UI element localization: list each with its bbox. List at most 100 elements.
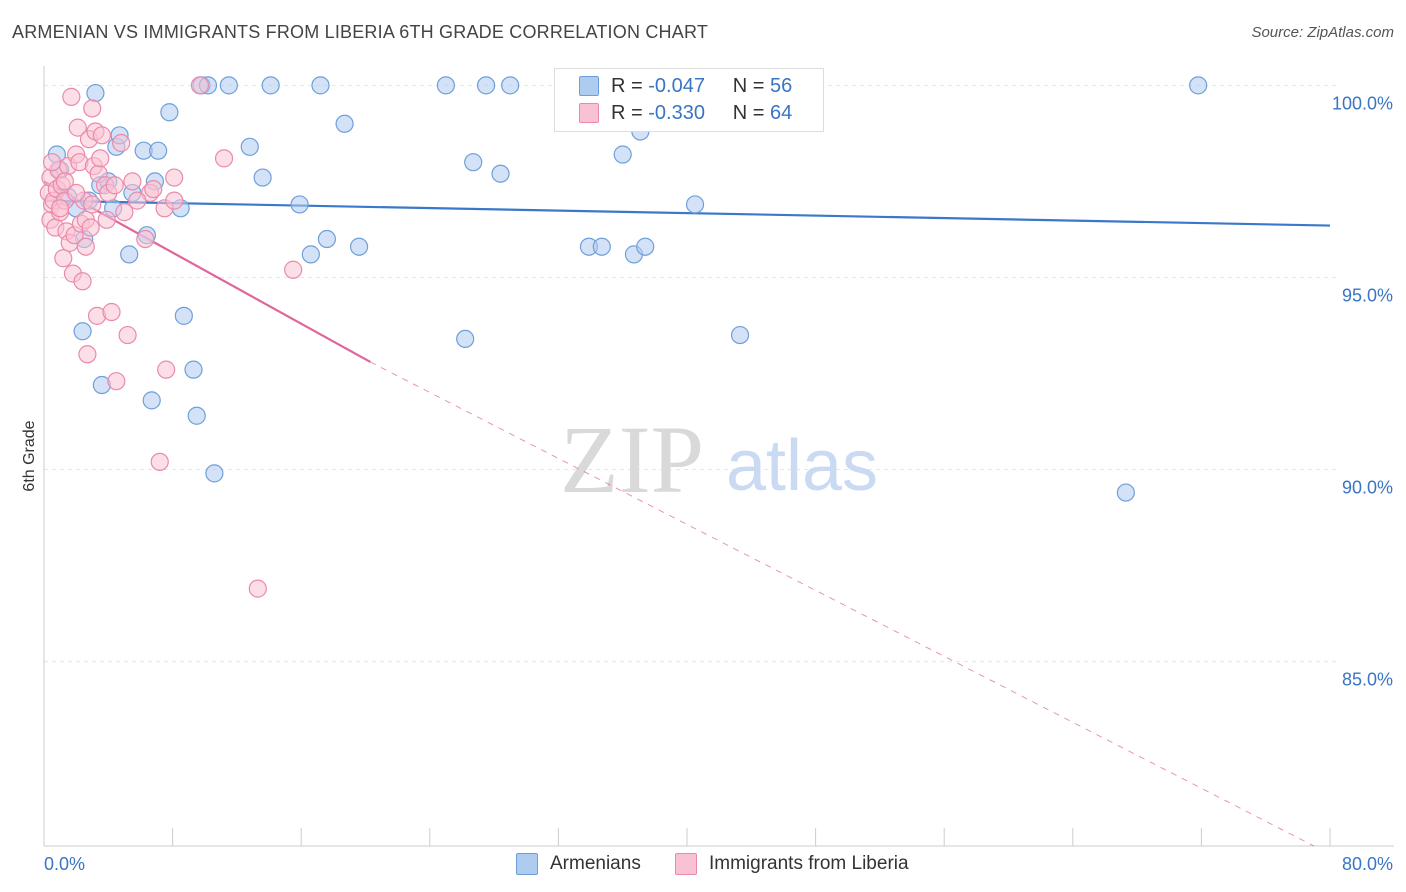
point-liberia-38 [105, 176, 124, 195]
watermark-atlas: atlas [726, 426, 878, 506]
point-liberia-27 [81, 218, 100, 237]
bottom-legend-label-liberia: Immigrants from Liberia [709, 853, 909, 874]
point-armenians-4 [73, 322, 92, 341]
watermark-zip: ZIP [560, 406, 704, 513]
chart-title: ARMENIAN VS IMMIGRANTS FROM LIBERIA 6TH … [12, 22, 709, 42]
point-liberia-63 [144, 179, 163, 199]
r-label: R = [611, 75, 643, 97]
gridlines [44, 84, 1340, 663]
data-points [39, 76, 1208, 598]
point-armenians-33 [290, 195, 309, 214]
point-armenians-31 [253, 168, 272, 187]
point-armenians-21 [160, 103, 179, 122]
point-armenians-50 [636, 237, 655, 256]
axes [43, 66, 1394, 847]
point-liberia-43 [123, 172, 142, 191]
point-armenians-38 [349, 237, 369, 256]
point-armenians-18 [142, 391, 161, 410]
stats-legend: R = -0.047 N = 56 R = -0.330 N = 64 [554, 68, 824, 132]
point-liberia-39 [107, 372, 126, 391]
y-tick-label-3: 85.0% [1342, 670, 1393, 690]
point-armenians-51 [685, 195, 705, 214]
point-liberia-46 [150, 452, 169, 471]
point-liberia-15 [62, 87, 81, 106]
trend-line-liberia [43, 180, 371, 363]
point-liberia-60 [83, 195, 102, 214]
point-liberia-54 [284, 260, 303, 279]
point-armenians-39 [436, 76, 455, 95]
point-liberia-42 [118, 325, 137, 345]
point-armenians-43 [491, 164, 510, 183]
watermark: ZIP atlas [560, 406, 878, 513]
point-liberia-41 [115, 203, 134, 222]
point-liberia-25 [78, 345, 97, 364]
point-liberia-10 [54, 249, 73, 268]
point-liberia-51 [190, 76, 210, 95]
point-liberia-50 [165, 168, 184, 187]
tick-labels: 100.0% 95.0% 90.0% 85.0% 0.0% 80.0% [44, 93, 1393, 874]
trend-extension-liberia [370, 361, 1315, 847]
point-armenians-35 [311, 76, 330, 95]
point-liberia-59 [76, 237, 95, 256]
point-armenians-28 [205, 464, 224, 483]
point-armenians-29 [219, 76, 238, 95]
point-armenians-44 [501, 76, 520, 95]
point-liberia-62 [128, 191, 147, 210]
point-liberia-49 [165, 191, 184, 210]
bottom-legend-label-armenians: Armenians [550, 853, 641, 874]
point-liberia-52 [214, 149, 234, 168]
point-liberia-44 [136, 229, 155, 249]
point-armenians-53 [1116, 483, 1135, 502]
point-liberia-56 [50, 199, 70, 218]
r-value-liberia: -0.330 [648, 102, 705, 124]
point-liberia-33 [91, 149, 110, 168]
y-tick-label-1: 95.0% [1342, 285, 1393, 305]
point-armenians-55 [613, 145, 632, 164]
trend-lines [43, 180, 1331, 847]
y-tick-label-0: 100.0% [1332, 93, 1393, 113]
trend-line-armenians [43, 199, 1331, 227]
x-tick-label-1: 80.0% [1342, 854, 1393, 874]
point-liberia-48 [157, 360, 176, 379]
point-armenians-34 [301, 245, 320, 264]
bottom-legend-swatch-liberia [675, 853, 697, 875]
x-tick-label-0: 0.0% [44, 854, 85, 874]
point-armenians-42 [476, 76, 496, 95]
r-label: R = [611, 102, 643, 124]
point-liberia-55 [42, 153, 62, 172]
n-value-armenians: 56 [770, 75, 793, 97]
point-armenians-14 [120, 245, 139, 264]
r-value-armenians: -0.047 [648, 75, 705, 97]
point-armenians-20 [149, 141, 168, 160]
legend-swatch-armenians [579, 76, 599, 96]
point-armenians-54 [1189, 76, 1208, 95]
point-armenians-24 [184, 360, 203, 379]
n-label: N = [732, 75, 765, 97]
point-liberia-57 [55, 172, 74, 191]
point-liberia-34 [92, 126, 111, 145]
point-armenians-36 [317, 229, 337, 249]
point-liberia-40 [112, 133, 131, 153]
n-value-liberia: 64 [770, 102, 793, 124]
y-tick-label-2: 90.0% [1342, 478, 1393, 498]
legend-swatch-liberia [579, 103, 599, 123]
point-liberia-28 [83, 99, 102, 118]
point-liberia-53 [248, 579, 267, 598]
point-armenians-52 [730, 325, 750, 345]
point-armenians-32 [261, 76, 280, 95]
point-armenians-47 [592, 237, 611, 256]
point-liberia-58 [67, 183, 86, 203]
point-armenians-30 [240, 137, 259, 156]
n-label: N = [732, 102, 765, 124]
point-armenians-25 [187, 406, 206, 425]
point-armenians-41 [464, 153, 483, 172]
bottom-legend-swatch-armenians [516, 853, 538, 875]
point-liberia-19 [68, 118, 87, 137]
point-armenians-7 [86, 83, 105, 103]
point-armenians-40 [456, 329, 475, 349]
point-armenians-23 [174, 306, 193, 325]
source-label: Source: ZipAtlas.com [1251, 24, 1394, 41]
point-liberia-61 [97, 210, 116, 229]
point-liberia-22 [73, 272, 92, 291]
